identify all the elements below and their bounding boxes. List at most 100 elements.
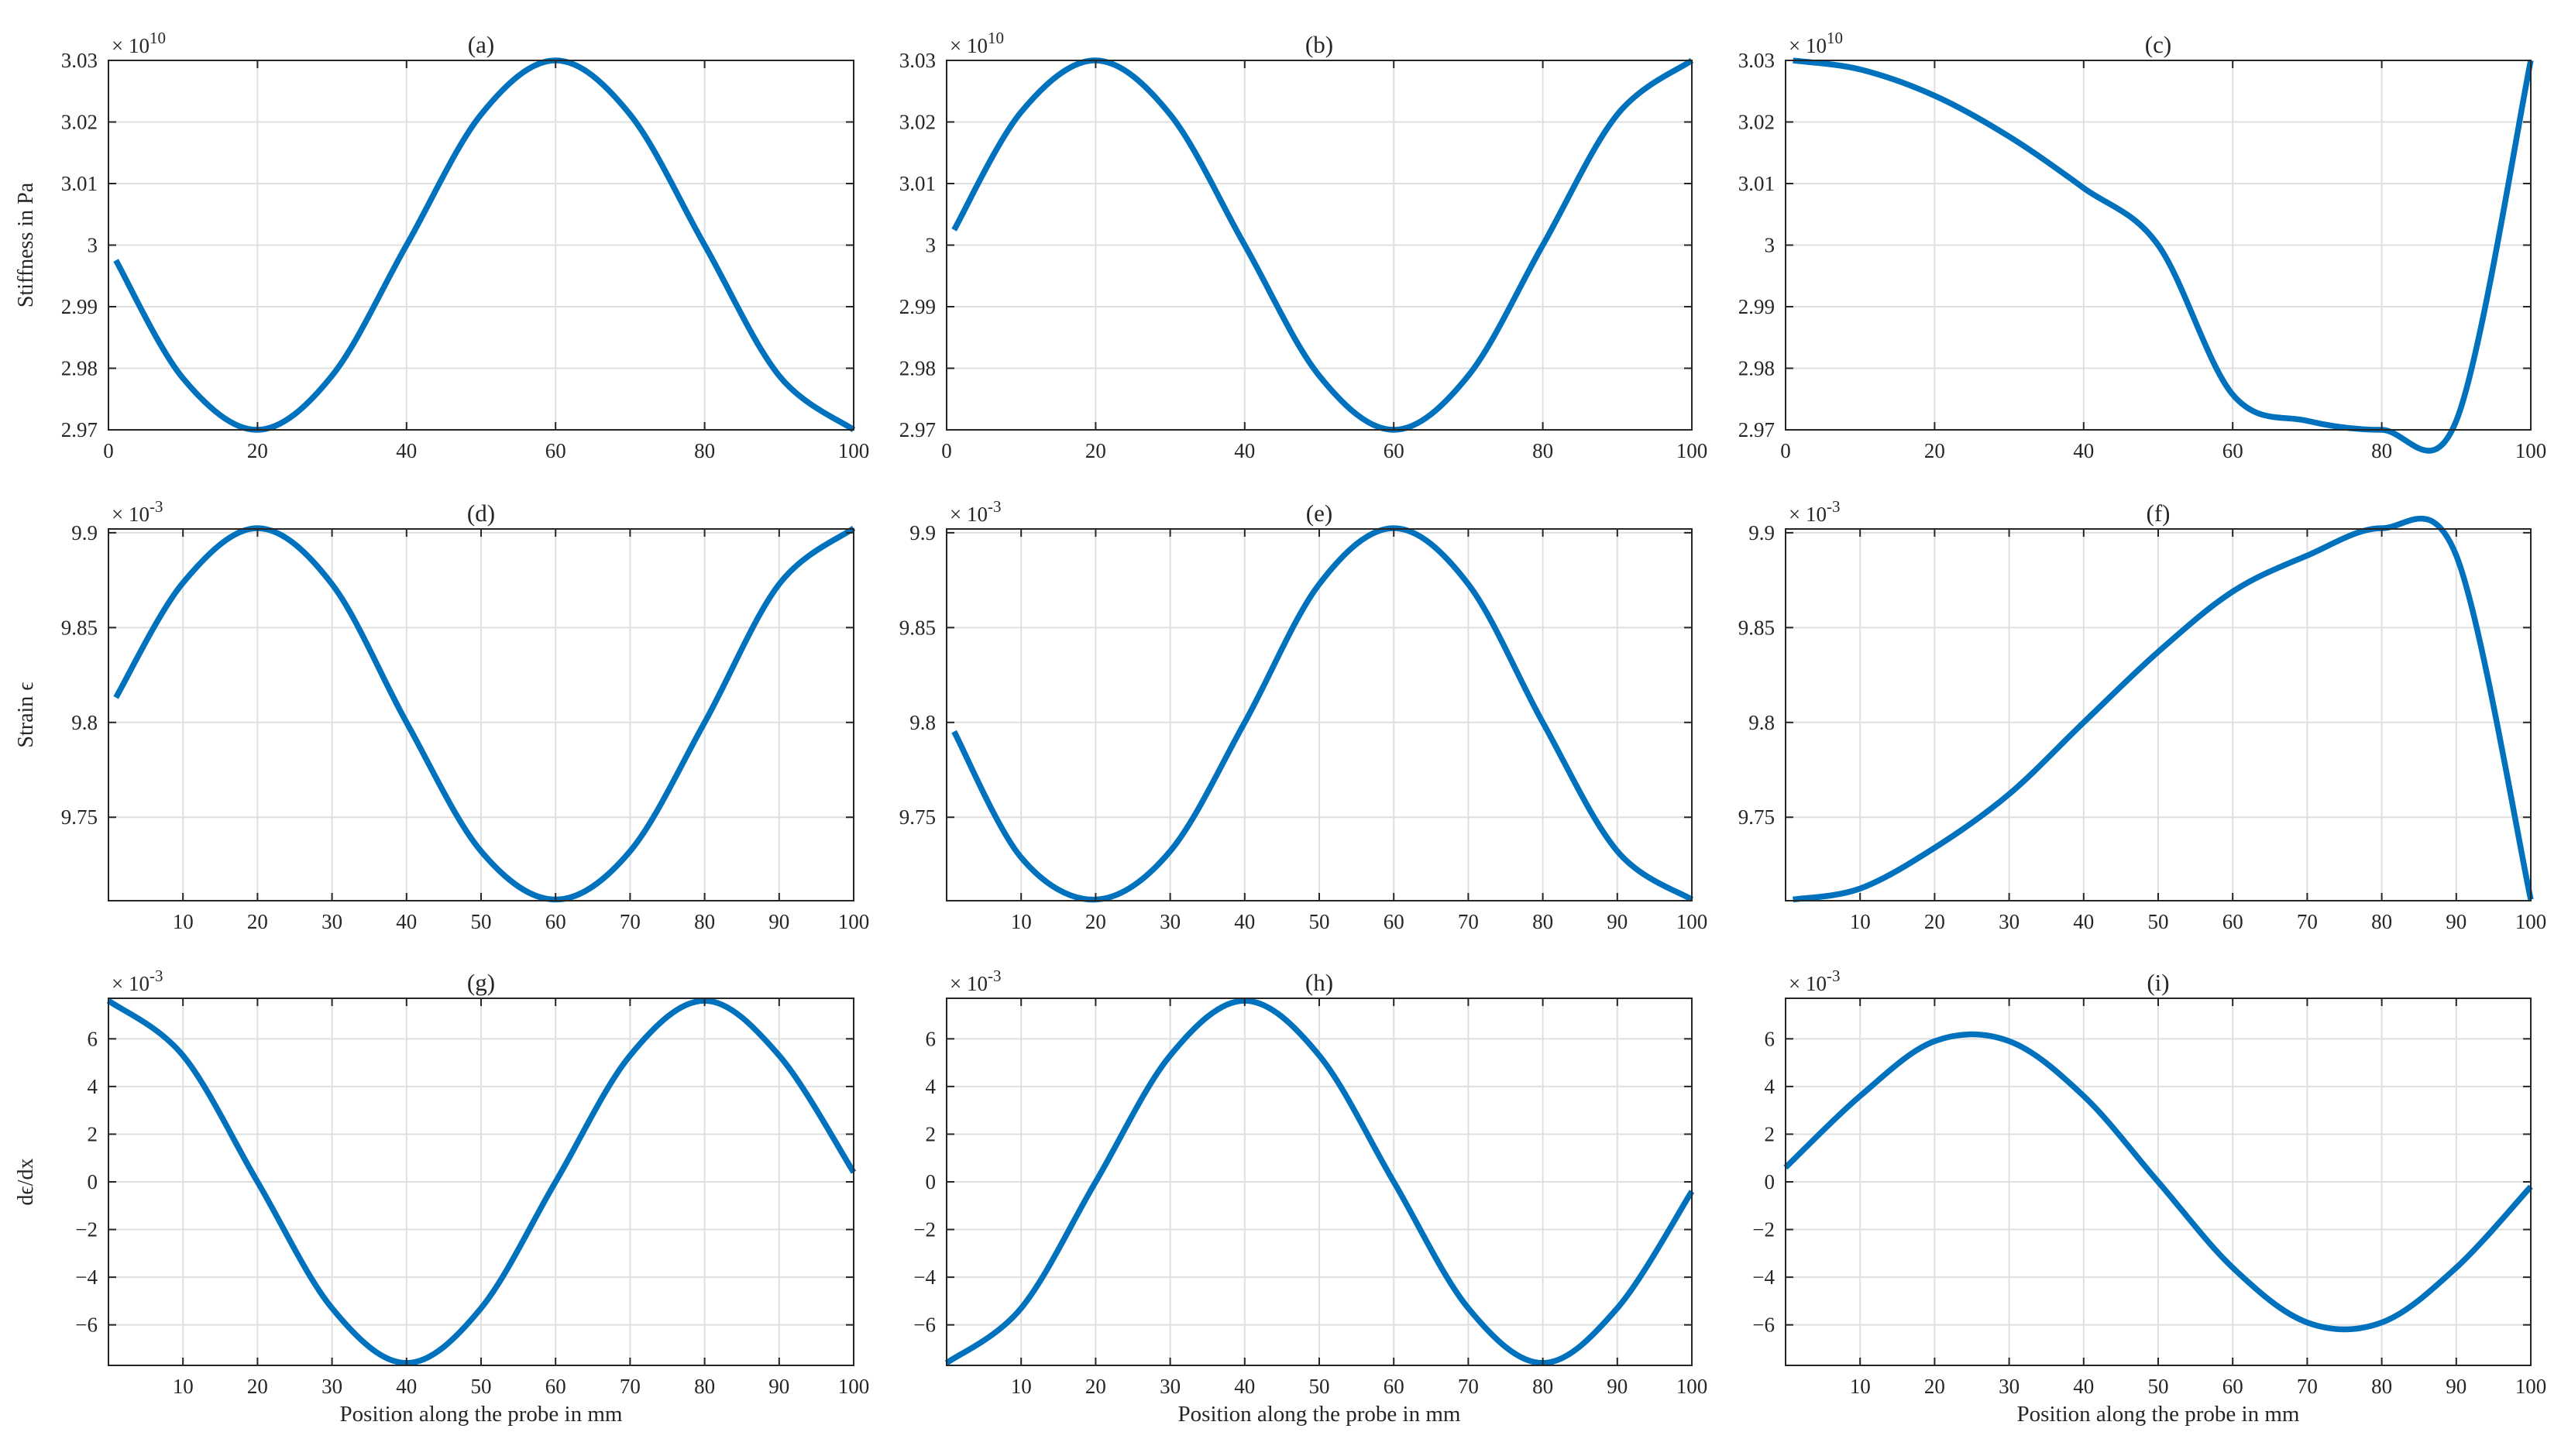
- y-tick-label: 9.75: [1738, 805, 1775, 829]
- x-tick-label: 70: [620, 1375, 641, 1398]
- x-tick-label: 100: [1676, 910, 1708, 933]
- exponent-power: -3: [150, 967, 163, 985]
- y-tick-label: −6: [913, 1313, 936, 1337]
- subplot-title: (a): [468, 31, 494, 58]
- subplot-title: (i): [2147, 969, 2169, 996]
- x-tick-label: 90: [2446, 910, 2466, 933]
- y-tick-label: −4: [75, 1265, 98, 1289]
- y-tick-label: 0: [926, 1170, 937, 1193]
- x-tick-label: 90: [1607, 1375, 1628, 1398]
- y-tick-label: 0: [1765, 1170, 1776, 1193]
- axis-exponent: × 10-3: [112, 497, 163, 526]
- x-axis-label: Position along the probe in mm: [2017, 1402, 2300, 1427]
- x-tick-label: 50: [1309, 910, 1330, 933]
- exponent-power: -3: [988, 497, 1002, 516]
- subplot-title: (g): [467, 969, 495, 996]
- subplot-title: (h): [1305, 969, 1333, 996]
- tick-marks: [108, 529, 854, 901]
- y-tick-label: 9.85: [1738, 616, 1775, 639]
- x-tick-label: 0: [1780, 439, 1791, 462]
- x-tick-label: 20: [247, 439, 268, 462]
- x-tick-label: 20: [1085, 910, 1106, 933]
- y-axis-label: Strain ϵ: [14, 682, 38, 747]
- grid-lines: [108, 60, 854, 430]
- x-tick-label: 10: [1850, 1375, 1871, 1398]
- x-tick-label: 100: [838, 910, 870, 933]
- x-tick-label: 0: [103, 439, 114, 462]
- y-axis-label: dϵ/dx: [14, 1158, 38, 1205]
- series-line: [106, 998, 857, 1366]
- x-tick-label: 100: [838, 439, 870, 462]
- y-tick-label: 3.01: [899, 172, 936, 195]
- y-tick-label: 9.9: [909, 521, 936, 544]
- exponent-base: × 10: [112, 972, 150, 995]
- y-tick-label: 2.98: [61, 357, 98, 380]
- y-tick-label: 3.02: [61, 111, 98, 134]
- axis-exponent: × 10-3: [1789, 967, 1840, 995]
- exponent-power: -3: [150, 497, 163, 516]
- subplot-h: 10 20 30 40 50 60 70 80 90 100 −6 −4 −2 0 2 4 6 × 10-3 (h)…: [913, 967, 1707, 1427]
- y-tick-label: −2: [913, 1218, 936, 1241]
- y-tick-label: 3.03: [899, 49, 936, 72]
- x-tick-label: 100: [2515, 1375, 2547, 1398]
- x-tick-label: 60: [1384, 910, 1404, 933]
- tick-marks: [108, 998, 854, 1365]
- y-tick-label: 2.97: [899, 418, 936, 441]
- exponent-base: × 10: [1789, 972, 1827, 995]
- y-tick-label: 2.99: [899, 295, 936, 318]
- axis-exponent: × 10-3: [950, 967, 1001, 995]
- x-tick-label: 60: [1384, 1375, 1404, 1398]
- y-tick-label: 3.01: [1738, 172, 1775, 195]
- exponent-base: × 10: [1789, 503, 1827, 526]
- grid-lines: [1786, 998, 2531, 1365]
- y-tick-label: 9.9: [1748, 521, 1775, 544]
- x-tick-label: 30: [321, 910, 342, 933]
- y-tick-label: 9.85: [61, 616, 98, 639]
- x-tick-label: 20: [1924, 1375, 1945, 1398]
- y-tick-label: 2: [1765, 1122, 1776, 1145]
- x-tick-label: 80: [2371, 439, 2392, 462]
- subplot-g: 10 20 30 40 50 60 70 80 90 100 −6 −4 −2 0 2 4 6 × 10-3 (g)…: [14, 967, 869, 1427]
- x-tick-label: 20: [1924, 910, 1945, 933]
- y-tick-label: 3.03: [1738, 49, 1775, 72]
- exponent-power: 10: [988, 29, 1004, 47]
- y-tick-label: 3: [88, 234, 98, 257]
- exponent-power: 10: [1827, 29, 1843, 47]
- grid-lines: [1786, 529, 2531, 901]
- x-tick-label: 50: [1309, 1375, 1330, 1398]
- grid-lines: [947, 529, 1692, 901]
- x-tick-label: 60: [545, 1375, 566, 1398]
- y-tick-label: 2: [88, 1122, 98, 1145]
- tick-marks: [108, 60, 854, 431]
- series-line: [1793, 57, 2534, 454]
- y-tick-label: 9.75: [61, 805, 98, 829]
- y-tick-label: 3: [1765, 234, 1776, 257]
- x-tick-label: 10: [1011, 910, 1032, 933]
- y-tick-label: −2: [75, 1218, 98, 1241]
- exponent-power: -3: [988, 967, 1002, 985]
- x-tick-label: 50: [2148, 910, 2169, 933]
- subplot-d: 10 20 30 40 50 60 70 80 90 100 9.75 9.8 9.85 9.9 × 10-…: [14, 497, 869, 933]
- y-tick-label: 2.98: [899, 357, 936, 380]
- axis-exponent: × 1010: [950, 29, 1004, 57]
- y-tick-label: 2.98: [1738, 357, 1775, 380]
- exponent-base: × 10: [950, 503, 988, 526]
- x-tick-label: 20: [1085, 1375, 1106, 1398]
- exponent-base: × 10: [950, 972, 988, 995]
- tick-marks: [946, 60, 1693, 431]
- exponent-power: -3: [1827, 967, 1841, 985]
- x-tick-label: 80: [694, 1375, 715, 1398]
- y-axis-label: Stiffness in Pa: [14, 182, 38, 307]
- x-tick-label: 40: [2073, 439, 2094, 462]
- tick-marks: [1785, 60, 2532, 431]
- axis-exponent: × 1010: [1789, 29, 1843, 57]
- series-line: [113, 57, 856, 433]
- series-line: [1793, 515, 2534, 903]
- x-tick-label: 50: [471, 1375, 492, 1398]
- y-tick-label: 4: [1765, 1075, 1776, 1098]
- subplot-title: (c): [2145, 31, 2171, 58]
- subplot-f: 10 20 30 40 50 60 70 80 90 100 9.75 9.8 9.85 9.9 × 10-…: [1738, 497, 2547, 933]
- x-tick-label: 60: [545, 439, 566, 462]
- x-tick-label: 70: [1458, 910, 1479, 933]
- y-tick-label: 2.97: [1738, 418, 1775, 441]
